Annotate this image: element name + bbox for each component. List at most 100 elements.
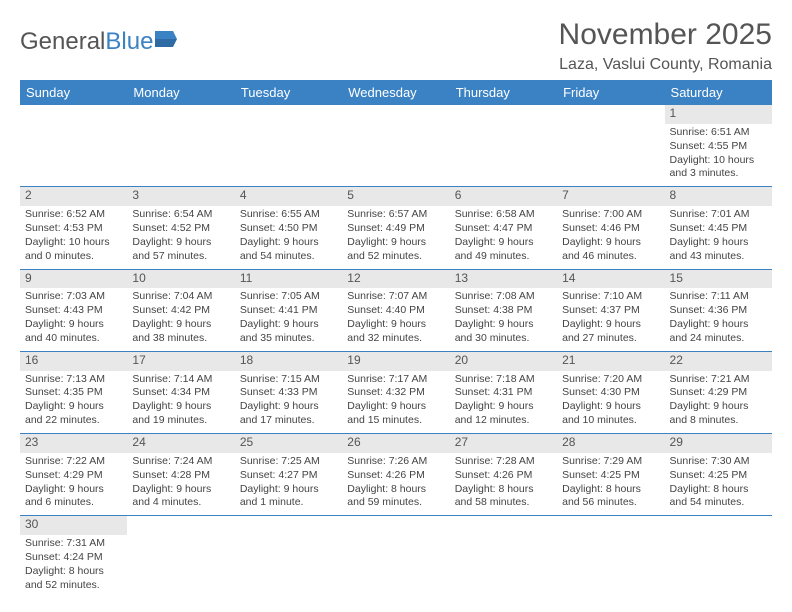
day-number: 22 [665, 352, 772, 371]
sunset-text: Sunset: 4:27 PM [240, 469, 337, 483]
sunset-text: Sunset: 4:47 PM [455, 222, 552, 236]
calendar-cell [342, 516, 449, 598]
sunrise-text: Sunrise: 7:14 AM [132, 373, 229, 387]
flag-icon [155, 28, 181, 56]
sunset-text: Sunset: 4:50 PM [240, 222, 337, 236]
sunrise-text: Sunrise: 6:54 AM [132, 208, 229, 222]
daylight-text: Daylight: 9 hours and 32 minutes. [347, 318, 444, 346]
sunrise-text: Sunrise: 6:58 AM [455, 208, 552, 222]
daylight-text: Daylight: 9 hours and 1 minute. [240, 483, 337, 511]
calendar-cell [450, 105, 557, 187]
calendar-cell: 24Sunrise: 7:24 AMSunset: 4:28 PMDayligh… [127, 434, 234, 516]
daylight-text: Daylight: 9 hours and 27 minutes. [562, 318, 659, 346]
calendar-cell: 3Sunrise: 6:54 AMSunset: 4:52 PMDaylight… [127, 187, 234, 269]
calendar-cell: 28Sunrise: 7:29 AMSunset: 4:25 PMDayligh… [557, 434, 664, 516]
sunset-text: Sunset: 4:36 PM [670, 304, 767, 318]
calendar-row: 2Sunrise: 6:52 AMSunset: 4:53 PMDaylight… [20, 187, 772, 269]
sunset-text: Sunset: 4:43 PM [25, 304, 122, 318]
header: GeneralBlue November 2025 Laza, Vaslui C… [20, 18, 772, 74]
sunrise-text: Sunrise: 7:31 AM [25, 537, 122, 551]
calendar-cell: 14Sunrise: 7:10 AMSunset: 4:37 PMDayligh… [557, 269, 664, 351]
daylight-text: Daylight: 9 hours and 12 minutes. [455, 400, 552, 428]
daylight-text: Daylight: 9 hours and 10 minutes. [562, 400, 659, 428]
day-number: 29 [665, 434, 772, 453]
daylight-text: Daylight: 9 hours and 46 minutes. [562, 236, 659, 264]
sunset-text: Sunset: 4:30 PM [562, 386, 659, 400]
day-number: 7 [557, 187, 664, 206]
calendar-cell [665, 516, 772, 598]
title-block: November 2025 Laza, Vaslui County, Roman… [559, 18, 772, 74]
day-number: 10 [127, 270, 234, 289]
calendar-cell: 27Sunrise: 7:28 AMSunset: 4:26 PMDayligh… [450, 434, 557, 516]
sunrise-text: Sunrise: 6:51 AM [670, 126, 767, 140]
calendar-cell [127, 105, 234, 187]
day-number: 30 [20, 516, 127, 535]
calendar-cell: 22Sunrise: 7:21 AMSunset: 4:29 PMDayligh… [665, 351, 772, 433]
calendar-cell: 9Sunrise: 7:03 AMSunset: 4:43 PMDaylight… [20, 269, 127, 351]
day-number: 2 [20, 187, 127, 206]
day-number: 9 [20, 270, 127, 289]
sunrise-text: Sunrise: 7:15 AM [240, 373, 337, 387]
sunrise-text: Sunrise: 7:22 AM [25, 455, 122, 469]
sunrise-text: Sunrise: 7:13 AM [25, 373, 122, 387]
sunrise-text: Sunrise: 7:24 AM [132, 455, 229, 469]
day-header: Sunday [20, 80, 127, 105]
location: Laza, Vaslui County, Romania [559, 56, 772, 74]
daylight-text: Daylight: 8 hours and 54 minutes. [670, 483, 767, 511]
calendar-cell: 13Sunrise: 7:08 AMSunset: 4:38 PMDayligh… [450, 269, 557, 351]
sunrise-text: Sunrise: 7:17 AM [347, 373, 444, 387]
calendar-row: 23Sunrise: 7:22 AMSunset: 4:29 PMDayligh… [20, 434, 772, 516]
calendar-cell: 5Sunrise: 6:57 AMSunset: 4:49 PMDaylight… [342, 187, 449, 269]
day-number: 12 [342, 270, 449, 289]
calendar-cell [127, 516, 234, 598]
sunset-text: Sunset: 4:25 PM [562, 469, 659, 483]
day-header: Wednesday [342, 80, 449, 105]
day-number: 15 [665, 270, 772, 289]
day-number: 1 [665, 105, 772, 124]
daylight-text: Daylight: 8 hours and 59 minutes. [347, 483, 444, 511]
daylight-text: Daylight: 9 hours and 4 minutes. [132, 483, 229, 511]
sunrise-text: Sunrise: 7:10 AM [562, 290, 659, 304]
sunrise-text: Sunrise: 7:03 AM [25, 290, 122, 304]
month-title: November 2025 [559, 18, 772, 52]
calendar-cell: 19Sunrise: 7:17 AMSunset: 4:32 PMDayligh… [342, 351, 449, 433]
calendar-cell [20, 105, 127, 187]
day-number: 14 [557, 270, 664, 289]
daylight-text: Daylight: 9 hours and 24 minutes. [670, 318, 767, 346]
daylight-text: Daylight: 10 hours and 0 minutes. [25, 236, 122, 264]
sunset-text: Sunset: 4:25 PM [670, 469, 767, 483]
daylight-text: Daylight: 9 hours and 19 minutes. [132, 400, 229, 428]
sunset-text: Sunset: 4:34 PM [132, 386, 229, 400]
calendar-row: 9Sunrise: 7:03 AMSunset: 4:43 PM Daylight… [20, 269, 772, 351]
sunset-text: Sunset: 4:52 PM [132, 222, 229, 236]
daylight-text: Daylight: 9 hours and 49 minutes. [455, 236, 552, 264]
sunrise-text: Sunrise: 7:29 AM [562, 455, 659, 469]
day-number: 6 [450, 187, 557, 206]
day-number: 28 [557, 434, 664, 453]
day-header: Friday [557, 80, 664, 105]
daylight-text: Daylight: 9 hours and 57 minutes. [132, 236, 229, 264]
day-number: 21 [557, 352, 664, 371]
sunset-text: Sunset: 4:33 PM [240, 386, 337, 400]
daylight-text: Daylight: 9 hours and 35 minutes. [240, 318, 337, 346]
daylight-text: Daylight: 9 hours and 30 minutes. [455, 318, 552, 346]
calendar-table: Sunday Monday Tuesday Wednesday Thursday… [20, 80, 772, 598]
daylight-text: Daylight: 9 hours and 52 minutes. [347, 236, 444, 264]
calendar-cell: 29Sunrise: 7:30 AMSunset: 4:25 PMDayligh… [665, 434, 772, 516]
day-number: 23 [20, 434, 127, 453]
calendar-cell: 25Sunrise: 7:25 AMSunset: 4:27 PMDayligh… [235, 434, 342, 516]
sunset-text: Sunset: 4:38 PM [455, 304, 552, 318]
calendar-cell: 21Sunrise: 7:20 AMSunset: 4:30 PMDayligh… [557, 351, 664, 433]
sunrise-text: Sunrise: 7:18 AM [455, 373, 552, 387]
calendar-cell [450, 516, 557, 598]
calendar-cell: 17Sunrise: 7:14 AMSunset: 4:34 PMDayligh… [127, 351, 234, 433]
day-number: 18 [235, 352, 342, 371]
daylight-text: Daylight: 9 hours and 43 minutes. [670, 236, 767, 264]
calendar-cell: 1Sunrise: 6:51 AMSunset: 4:55 PMDaylight… [665, 105, 772, 187]
sunset-text: Sunset: 4:42 PM [132, 304, 229, 318]
sunset-text: Sunset: 4:28 PM [132, 469, 229, 483]
sunset-text: Sunset: 4:29 PM [670, 386, 767, 400]
sunrise-text: Sunrise: 7:08 AM [455, 290, 552, 304]
calendar-row: 16Sunrise: 7:13 AMSunset: 4:35 PMDayligh… [20, 351, 772, 433]
daylight-text: Daylight: 10 hours and 3 minutes. [670, 154, 767, 182]
